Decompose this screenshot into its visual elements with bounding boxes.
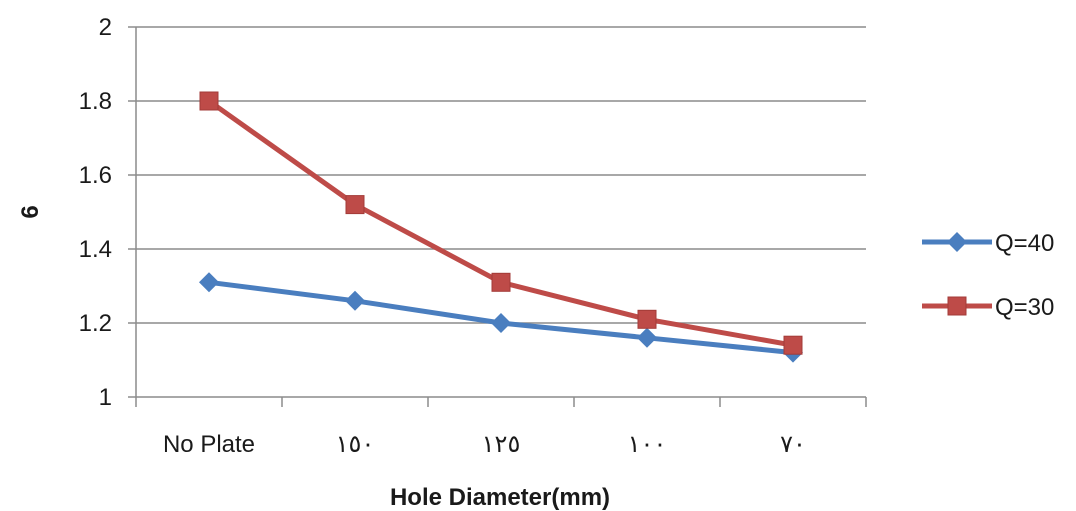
legend-marker bbox=[947, 232, 967, 252]
x-tick-label: ١٥٠ bbox=[336, 431, 375, 458]
series-line bbox=[207, 98, 794, 348]
series-lines bbox=[199, 91, 803, 363]
x-tick-label: No Plate bbox=[163, 431, 255, 458]
data-point bbox=[491, 313, 511, 333]
x-tick-label: ١٢٥ bbox=[482, 431, 521, 458]
y-tick-labels: 1 1.2 1.4 1.6 1.8 2 bbox=[79, 14, 112, 411]
y-tick-label: 2 bbox=[99, 14, 112, 41]
x-tick-label: ٧٠ bbox=[780, 431, 806, 458]
y-tick-label: 1 bbox=[99, 384, 112, 411]
data-point bbox=[345, 290, 365, 311]
y-tick-label: 1.6 bbox=[79, 162, 112, 189]
gridlines bbox=[128, 26, 866, 398]
x-tick-label: ١٠٠ bbox=[628, 431, 667, 458]
legend-marker bbox=[947, 296, 967, 316]
data-point bbox=[199, 91, 219, 111]
legend-label: Q=40 bbox=[995, 230, 1054, 257]
data-point bbox=[199, 272, 219, 293]
legend-label: Q=30 bbox=[995, 294, 1054, 321]
x-axis-title: Hole Diameter(mm) bbox=[390, 484, 610, 511]
x-tick-labels: No Plate ١٥٠ ١٢٥ ١٠٠ ٧٠ bbox=[163, 431, 806, 458]
data-point bbox=[637, 309, 657, 329]
y-axis-title: 6 bbox=[17, 205, 44, 218]
y-tick-label: 1.2 bbox=[79, 310, 112, 337]
data-point bbox=[637, 327, 657, 348]
x-axis bbox=[135, 27, 867, 407]
data-point bbox=[345, 195, 365, 215]
y-tick-label: 1.8 bbox=[79, 88, 112, 115]
data-point bbox=[491, 272, 511, 292]
y-tick-label: 1.4 bbox=[79, 236, 112, 263]
data-point bbox=[783, 335, 803, 355]
legend: Q=40 Q=30 bbox=[922, 230, 1054, 321]
